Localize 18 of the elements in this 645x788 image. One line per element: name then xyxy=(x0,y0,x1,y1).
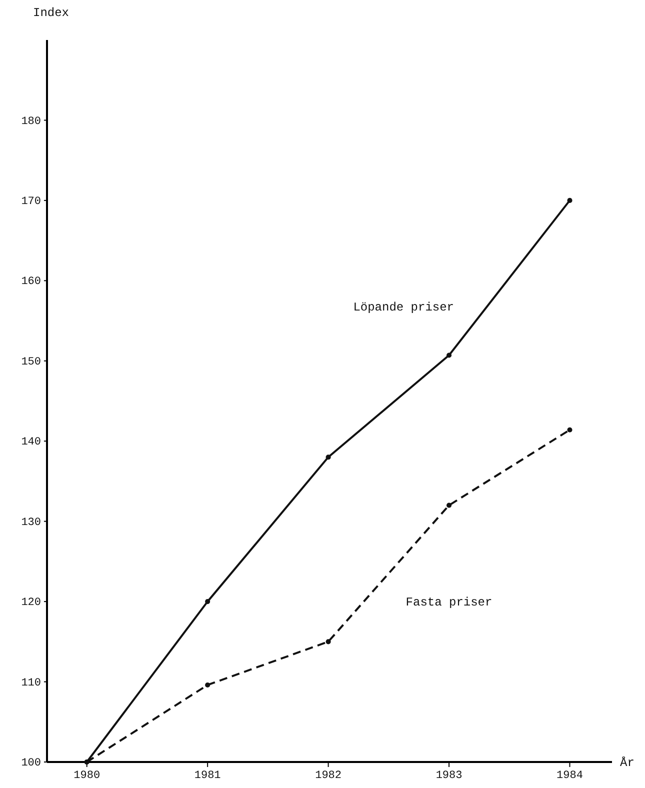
y-tick-label: 140 xyxy=(21,436,41,449)
y-axis-title: Index xyxy=(33,6,70,20)
y-tick-label: 110 xyxy=(21,677,41,690)
y-tick-label: 100 xyxy=(21,758,41,770)
y-tick-label: 130 xyxy=(21,516,41,529)
x-tick-label: 1982 xyxy=(315,770,342,782)
x-tick-label: 1983 xyxy=(436,770,462,782)
x-tick-label: 1980 xyxy=(74,770,100,782)
y-tick-label: 120 xyxy=(21,597,41,610)
text: Fasta priser xyxy=(406,595,492,610)
y-tick-label: 160 xyxy=(21,276,41,288)
x-axis-title: År xyxy=(620,756,634,770)
x-tick-label: 1984 xyxy=(556,770,584,782)
y-tick-label: 150 xyxy=(21,356,41,368)
series-label: Löpande priser xyxy=(353,300,454,314)
y-tick-label: 180 xyxy=(21,116,41,128)
x-tick-label: 1981 xyxy=(194,770,222,782)
y-tick-label: 170 xyxy=(21,196,41,208)
